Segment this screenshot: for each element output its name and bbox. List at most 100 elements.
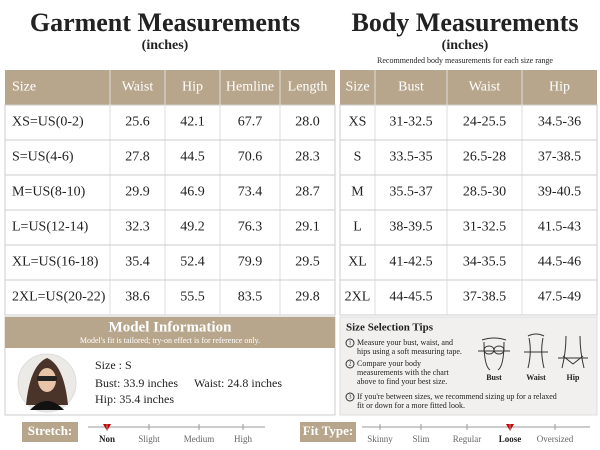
table-cell: 44-45.5 [389, 290, 432, 305]
table-cell: L=US(12-14) [12, 220, 89, 235]
table-cell: 33.5-35 [389, 150, 432, 165]
table-cell: 44.5 [180, 150, 205, 165]
table-cell: 46.9 [180, 185, 205, 200]
tip-number: 1 [349, 340, 352, 346]
table-cell: 28.0 [295, 115, 320, 130]
title: Body Measurements [351, 8, 578, 37]
fit-option: Loose [499, 434, 522, 444]
table-cell: M [351, 185, 364, 200]
table-cell: 38-39.5 [389, 220, 432, 235]
stretch-label-box [22, 422, 78, 442]
table-cell: 79.9 [238, 255, 263, 270]
tips-title: Size Selection Tips [346, 322, 434, 334]
fit-option: Regular [453, 434, 482, 444]
header-cell: Size [12, 80, 36, 95]
tip-line: measurements with the chart [357, 368, 450, 377]
table-cell: 29.5 [295, 255, 320, 270]
tip-number-circle [345, 359, 355, 369]
table-cell: 70.6 [238, 150, 263, 165]
table-cell: 76.3 [238, 220, 263, 235]
table-cell: XS [349, 115, 367, 130]
table-cell: S [354, 150, 362, 165]
table-header [340, 70, 597, 105]
table-cell: 34.5-36 [538, 115, 581, 130]
header-cell: Waist [122, 80, 154, 95]
fit-option: Oversized [537, 434, 574, 444]
header-cell: Size [345, 80, 369, 95]
table-cell: 35.5-37 [389, 185, 432, 200]
table-cell: 42.1 [180, 115, 205, 130]
table-cell: 29.1 [295, 220, 320, 235]
table-cell: 41-42.5 [389, 255, 432, 270]
fit-label: Fit Type: [303, 423, 353, 438]
table-cell: 34-35.5 [463, 255, 506, 270]
table-cell: 27.8 [125, 150, 150, 165]
title: Garment Measurements [30, 8, 300, 37]
table-cell: 41.5-43 [538, 220, 581, 235]
stretch-option: Slight [138, 434, 160, 444]
table-cell: 44.5-46 [538, 255, 581, 270]
figure-label: Bust [486, 373, 502, 382]
body-figures [478, 333, 588, 371]
tip-number: 3 [349, 394, 352, 400]
model-title: Model Information [109, 319, 233, 335]
table-cell: 37-38.5 [538, 150, 581, 165]
table-cell: 67.7 [238, 115, 263, 130]
model-header [5, 317, 335, 348]
tip-line: Compare your body [357, 359, 421, 368]
model-bust: Bust: 33.9 inches [95, 376, 178, 390]
tip-line: Measure your bust, waist, and [357, 338, 453, 347]
table-cell: 2XL=US(20-22) [12, 290, 106, 305]
table-cell: 26.5-28 [463, 150, 506, 165]
table-cell: 29.9 [125, 185, 150, 200]
table-cell: 25.6 [125, 115, 150, 130]
stretch-option: High [234, 434, 253, 444]
figure-label: Waist [526, 373, 546, 382]
table-cell: 38.6 [125, 290, 150, 305]
header-cell: Length [288, 80, 328, 95]
subtitle: Recommended body measurements for each s… [377, 56, 553, 65]
table-cell: 24-25.5 [463, 115, 506, 130]
header-cell: Hip [182, 80, 203, 95]
header-cell: Waist [469, 80, 501, 95]
table-cell: 39-40.5 [538, 185, 581, 200]
stretch-option: Medium [184, 434, 215, 444]
stretch-option: Non [99, 434, 115, 444]
header-cell: Hemline [226, 80, 274, 95]
tips-box [339, 316, 598, 416]
table-cell: 28.3 [295, 150, 320, 165]
table-cell: 28.7 [295, 185, 320, 200]
model-note: Model's fit is tailored; try-on effect i… [80, 336, 260, 345]
tip-number-circle [345, 338, 355, 348]
header-cell: Bust [398, 80, 424, 95]
model-hip: Hip: 35.4 inches [95, 392, 174, 406]
table-cell: L [353, 220, 362, 235]
table-cell: 32.3 [125, 220, 150, 235]
table-cell: M=US(8-10) [12, 185, 86, 200]
unit: (inches) [142, 38, 189, 53]
table-cell: 83.5 [238, 290, 263, 305]
table-cell: XS=US(0-2) [12, 115, 84, 130]
model-waist: Waist: 24.8 inches [194, 376, 282, 390]
header-cell: Hip [549, 80, 570, 95]
table-cell: XL=US(16-18) [12, 255, 99, 270]
unit: (inches) [442, 38, 489, 53]
table-cell: 31-32.5 [463, 220, 506, 235]
table-cell: 49.2 [180, 220, 205, 235]
table-cell: 31-32.5 [389, 115, 432, 130]
table-cell: 52.4 [180, 255, 205, 270]
tip-number: 2 [349, 361, 352, 367]
tip-line: fit or down for a more fitted look. [357, 401, 465, 410]
table-cell: 2XL [345, 290, 371, 305]
table-header [5, 70, 335, 105]
table-cell: 29.8 [295, 290, 320, 305]
table-cell: 47.5-49 [538, 290, 581, 305]
tip-number-circle [345, 392, 355, 402]
table-cell: S=US(4-6) [12, 150, 74, 165]
fit-option: Slim [412, 434, 429, 444]
fit-option: Skinny [367, 434, 393, 444]
fit-label-box [300, 422, 356, 442]
tip-line: above to find your best size. [357, 377, 447, 386]
